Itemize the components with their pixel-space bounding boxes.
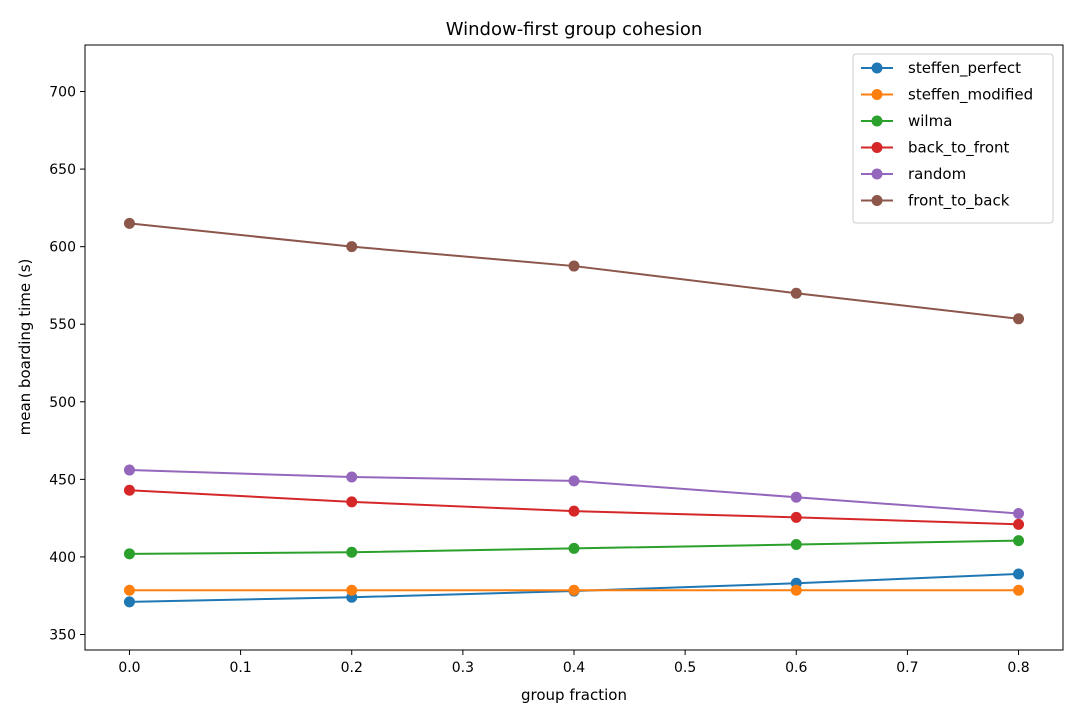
data-point-wilma (123, 548, 135, 560)
series-layer (123, 217, 1025, 608)
x-tick-label: 0.4 (563, 660, 585, 676)
data-point-random (123, 464, 135, 476)
y-tick-label: 400 (49, 550, 76, 566)
data-point-steffen_modified (123, 584, 135, 596)
data-point-random (568, 475, 580, 487)
y-tick-label: 650 (49, 162, 76, 178)
x-tick-label: 0.1 (229, 660, 251, 676)
legend-item-wilma: wilma (861, 112, 952, 130)
y-axis-label: mean boarding time (s) (16, 259, 34, 436)
legend-label: steffen_modified (908, 86, 1033, 105)
legend-box (852, 53, 1054, 224)
data-point-random (346, 471, 358, 483)
legend-label: random (908, 165, 966, 183)
y-tick-label: 500 (49, 395, 76, 411)
chart-title: Window-first group cohesion (446, 19, 703, 40)
series-steffen_modified (123, 584, 1025, 596)
legend-marker (871, 142, 883, 153)
x-axis: 0.0 0.1 0.2 0.3 0.4 0.5 0.6 0.7 0.8 (118, 650, 1030, 676)
y-tick-label: 550 (49, 317, 76, 333)
data-point-wilma (790, 539, 802, 551)
x-tick-label: 0.8 (1007, 660, 1029, 676)
data-point-back_to_front (568, 505, 580, 517)
x-tick-label: 0.0 (118, 660, 140, 676)
legend-marker (871, 89, 883, 100)
data-point-random (1013, 507, 1025, 519)
y-tick-label: 450 (49, 472, 76, 488)
legend-marker (871, 195, 883, 206)
series-random (123, 464, 1025, 519)
legend-label: steffen_perfect (908, 59, 1021, 78)
data-point-back_to_front (790, 511, 802, 523)
data-point-back_to_front (346, 496, 358, 508)
x-tick-label: 0.3 (452, 660, 474, 676)
legend-item-steffen_modified: steffen_modified (861, 86, 1033, 105)
data-point-front_to_back (568, 260, 580, 272)
x-tick-label: 0.7 (896, 660, 918, 676)
y-tick-label: 700 (49, 85, 76, 101)
legend-label: wilma (908, 112, 952, 130)
data-point-wilma (346, 546, 358, 558)
legend-marker (871, 168, 883, 180)
x-tick-label: 0.2 (341, 660, 363, 676)
data-point-steffen_modified (346, 584, 358, 596)
series-wilma (123, 535, 1025, 560)
legend-marker (871, 62, 883, 74)
data-point-front_to_back (123, 217, 135, 229)
y-tick-label: 350 (49, 627, 76, 643)
data-point-front_to_back (790, 287, 802, 299)
data-point-steffen_modified (790, 584, 802, 596)
x-tick-label: 0.6 (785, 660, 807, 676)
legend-marker (871, 115, 883, 127)
data-point-wilma (1013, 535, 1025, 547)
series-front_to_back (123, 217, 1025, 325)
data-point-front_to_back (346, 241, 358, 253)
data-point-steffen_perfect (123, 596, 135, 608)
data-point-random (790, 491, 802, 503)
legend-label: back_to_front (908, 139, 1010, 158)
data-point-back_to_front (123, 484, 135, 496)
legend-label: front_to_back (908, 192, 1010, 211)
legend-item-random: random (861, 165, 966, 183)
data-point-steffen_modified (1013, 584, 1025, 596)
data-point-steffen_modified (568, 584, 580, 596)
y-tick-label: 600 (49, 240, 76, 256)
y-axis: 350 400 450 500 550 600 650 700 (49, 85, 85, 643)
x-tick-label: 0.5 (674, 660, 696, 676)
series-back_to_front (123, 484, 1025, 530)
data-point-wilma (568, 542, 580, 554)
legend-item-back_to_front: back_to_front (861, 139, 1010, 158)
data-point-front_to_back (1013, 313, 1025, 325)
legend-item-front_to_back: front_to_back (861, 192, 1010, 211)
data-point-steffen_perfect (1013, 568, 1025, 580)
legend-item-steffen_perfect: steffen_perfect (861, 59, 1021, 78)
x-axis-label: group fraction (521, 686, 627, 704)
data-point-back_to_front (1013, 518, 1025, 530)
